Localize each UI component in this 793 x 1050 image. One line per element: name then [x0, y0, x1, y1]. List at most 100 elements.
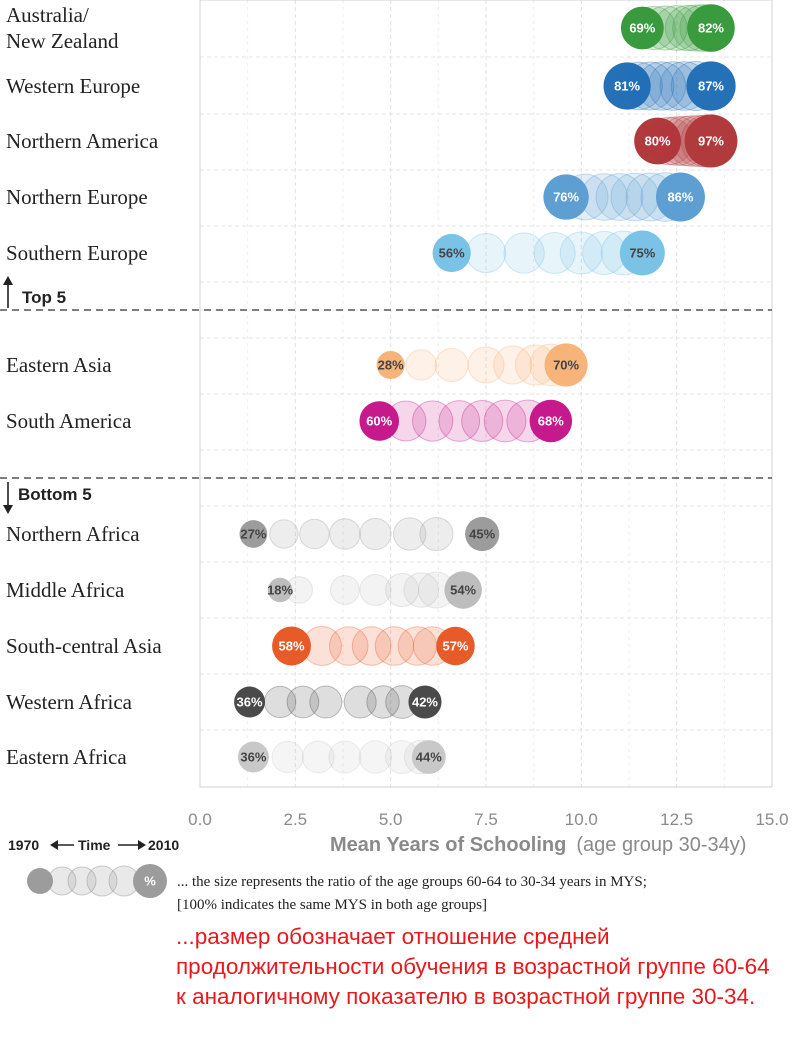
legend-bubble: [133, 864, 167, 898]
percent-label: 44%: [416, 750, 442, 765]
bubbles: 69% 82%81% 87%80% 97%76% 86%56% 75%28% 70%60% 6…: [234, 4, 738, 775]
down-arrow-head: [3, 505, 13, 514]
bubble: [444, 571, 482, 609]
bubble: [234, 686, 266, 718]
region-label: Western Europe: [6, 74, 140, 98]
region-label: Eastern Asia: [6, 353, 112, 377]
chart: 69% 82%81% 87%80% 97%76% 86%56% 75%28% 70%60% 6…: [0, 0, 789, 913]
region-series: 58% 57%: [272, 626, 475, 666]
grid: [0, 0, 773, 788]
percent-label: 76%: [553, 190, 579, 205]
region-label: South America: [6, 409, 132, 433]
x-tick-label: 7.5: [474, 810, 498, 829]
group-markers: Top 5 Bottom 5: [3, 276, 92, 514]
up-arrow-head: [3, 276, 13, 285]
bubble: [359, 574, 392, 606]
bubble: [329, 518, 361, 550]
bubble: [328, 740, 362, 774]
region-series: 27% 45%: [239, 516, 500, 552]
bubble: [595, 173, 644, 221]
percent-label: 56%: [439, 246, 465, 261]
bubble: [302, 626, 342, 666]
region-series: 81% 87%: [603, 61, 736, 111]
x-axis-title-sub: (age group 30-34y): [576, 834, 746, 856]
bubble: [385, 572, 420, 608]
x-tick-label: 12.5: [660, 810, 693, 829]
bubble: [465, 232, 507, 274]
bubble: [620, 6, 664, 50]
region-series: 76% 86%: [543, 172, 705, 222]
bubble: [493, 345, 533, 385]
bubble: [271, 740, 304, 774]
legend-bubble: [47, 866, 77, 896]
x-tick-label: 5.0: [379, 810, 403, 829]
bubble: [619, 230, 665, 276]
percent-label: 42%: [412, 695, 438, 710]
bubble: [359, 401, 400, 441]
bubble: [263, 685, 297, 719]
bubble: [625, 61, 675, 111]
bubble: [465, 516, 500, 552]
percent-label: 54%: [450, 583, 476, 598]
bubble: [656, 172, 705, 222]
bubble: [631, 5, 676, 51]
bubble: [529, 399, 573, 443]
percent-label: 80%: [645, 134, 671, 149]
region-series: 80% 97%: [634, 114, 738, 168]
group-label-top: Top 5: [22, 288, 66, 307]
bubble: [358, 740, 393, 774]
legend-bubble: [27, 868, 53, 894]
bubble: [432, 233, 471, 273]
bubble: [419, 516, 454, 552]
legend-note-2: [100% indicates the same MYS in both age…: [177, 897, 487, 913]
bubble: [636, 61, 687, 111]
region-label: Southern Europe: [6, 241, 148, 265]
bubble: [483, 399, 527, 443]
bubble: [408, 685, 442, 719]
region-label: South-central Asia: [6, 634, 162, 658]
bubble: [285, 576, 313, 604]
bubble: [328, 626, 369, 666]
bubble: [269, 519, 299, 549]
percent-label: 27%: [240, 527, 266, 542]
bubble: [393, 517, 427, 551]
bubble: [237, 741, 269, 773]
bubble: [411, 400, 454, 442]
percent-label: 82%: [698, 21, 724, 36]
percent-label: 36%: [237, 695, 263, 710]
bubble: [438, 400, 481, 442]
bubble: [374, 626, 415, 666]
bubble: [503, 232, 545, 274]
percent-label: 45%: [469, 527, 495, 542]
bubble: [359, 517, 392, 551]
region-label: Eastern Africa: [6, 745, 127, 769]
russian-annotation: ...размер обозначает отношение средней п…: [176, 924, 770, 1009]
bubble: [686, 61, 736, 111]
bubble: [634, 117, 681, 165]
region-series: 36% 42%: [234, 685, 442, 719]
bubble: [436, 626, 475, 666]
percent-label: 81%: [614, 79, 640, 94]
bubble: [603, 62, 651, 110]
bubble: [411, 740, 446, 774]
region-series: 36% 44%: [237, 739, 446, 775]
legend-start-year: 1970: [8, 837, 39, 853]
bubble: [299, 518, 330, 550]
percent-label: 60%: [366, 414, 392, 429]
bubble: [544, 343, 588, 387]
bubble: [239, 520, 268, 548]
bubble: [403, 572, 439, 608]
region-series: 60% 68%: [359, 399, 573, 443]
bubble: [559, 231, 603, 275]
region-series: 28% 70%: [376, 343, 588, 387]
bubble: [309, 685, 343, 719]
legend-time-label: Time: [78, 837, 111, 853]
x-axis-title: Mean Years of Schooling (age group 30-34…: [330, 834, 746, 856]
bubble: [434, 347, 469, 383]
percent-label: 68%: [538, 414, 564, 429]
legend-arrow-left-head: [50, 840, 58, 850]
percent-label: 97%: [698, 134, 724, 149]
legend-symbol: %: [144, 874, 156, 889]
region-series: 69% 82%: [620, 4, 735, 52]
bubble: [642, 5, 688, 51]
